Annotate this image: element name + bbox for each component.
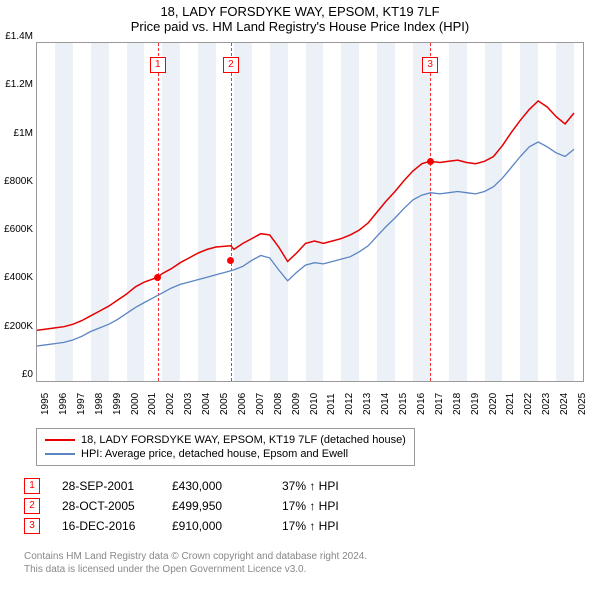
chart-titles: 18, LADY FORSDYKE WAY, EPSOM, KT19 7LF P… (0, 0, 600, 34)
x-tick-label: 2001 (147, 393, 158, 415)
x-tick-label: 2020 (488, 393, 499, 415)
x-tick-label: 1999 (112, 393, 123, 415)
x-tick-label: 2014 (380, 393, 391, 415)
legend-item: HPI: Average price, detached house, Epso… (45, 447, 406, 461)
x-tick-label: 2007 (255, 393, 266, 415)
x-tick-label: 2011 (326, 393, 337, 415)
sale-delta: 17% ↑ HPI (282, 499, 339, 513)
sale-price: £499,950 (172, 499, 282, 513)
footer-line2: This data is licensed under the Open Gov… (24, 563, 367, 576)
y-tick-label: £1.2M (0, 79, 33, 90)
sale-date: 16-DEC-2016 (62, 519, 172, 533)
x-tick-label: 2017 (434, 393, 445, 415)
y-tick-label: £600K (0, 224, 33, 235)
legend-label: 18, LADY FORSDYKE WAY, EPSOM, KT19 7LF (… (81, 434, 406, 446)
y-tick-label: £800K (0, 176, 33, 187)
x-tick-label: 2008 (273, 393, 284, 415)
x-tick-label: 2005 (219, 393, 230, 415)
legend-color-swatch (45, 439, 75, 441)
sale-row: 1 28-SEP-2001£430,00037% ↑ HPI (24, 478, 339, 494)
x-axis-labels: 1995 1996 1997 1998 1999 2000 2001 2002 2003 2004… (37, 383, 583, 427)
chart-legend: 18, LADY FORSDYKE WAY, EPSOM, KT19 7LF (… (36, 428, 415, 466)
x-tick-label: 2012 (344, 393, 355, 415)
sale-date: 28-SEP-2001 (62, 479, 172, 493)
x-tick-label: 1996 (58, 393, 69, 415)
x-tick-label: 2024 (559, 393, 570, 415)
x-tick-label: 2004 (201, 393, 212, 415)
x-tick-label: 2003 (183, 393, 194, 415)
sale-date: 28-OCT-2005 (62, 499, 172, 513)
sale-row: 2 28-OCT-2005£499,95017% ↑ HPI (24, 498, 339, 514)
x-tick-label: 2010 (309, 393, 320, 415)
x-tick-label: 1997 (76, 393, 87, 415)
sale-delta: 37% ↑ HPI (282, 479, 339, 493)
y-tick-label: £0 (0, 369, 33, 380)
x-tick-label: 2022 (523, 393, 534, 415)
y-tick-label: £1.4M (0, 31, 33, 42)
legend-item: 18, LADY FORSDYKE WAY, EPSOM, KT19 7LF (… (45, 433, 406, 447)
x-tick-label: 2023 (541, 393, 552, 415)
y-tick-label: £1M (0, 128, 33, 139)
x-tick-label: 1998 (94, 393, 105, 415)
x-tick-label: 2013 (362, 393, 373, 415)
sale-row: 3 16-DEC-2016£910,00017% ↑ HPI (24, 518, 339, 534)
legend-color-swatch (45, 453, 75, 455)
x-tick-label: 1995 (40, 393, 51, 415)
x-tick-label: 2016 (416, 393, 427, 415)
x-tick-label: 2018 (452, 393, 463, 415)
sale-price: £430,000 (172, 479, 282, 493)
legend-label: HPI: Average price, detached house, Epso… (81, 448, 348, 460)
sale-delta: 17% ↑ HPI (282, 519, 339, 533)
x-tick-label: 2006 (237, 393, 248, 415)
y-axis-labels: £0£200K£400K£600K£800K£1M£1.2M£1.4M (1, 36, 35, 388)
sale-price: £910,000 (172, 519, 282, 533)
chart-plot-area: £0£200K£400K£600K£800K£1M£1.2M£1.4M 1995… (36, 42, 584, 382)
series-property (37, 101, 574, 330)
x-tick-label: 2009 (291, 393, 302, 415)
sale-index-box: 1 (24, 478, 40, 494)
footer-line1: Contains HM Land Registry data © Crown c… (24, 550, 367, 563)
y-tick-label: £200K (0, 321, 33, 332)
x-tick-label: 2025 (577, 393, 588, 415)
x-tick-label: 2000 (130, 393, 141, 415)
footer-attribution: Contains HM Land Registry data © Crown c… (24, 550, 367, 576)
sales-table: 1 28-SEP-2001£430,00037% ↑ HPI 2 28-OCT-200… (24, 474, 339, 538)
x-tick-label: 2021 (505, 393, 516, 415)
y-tick-label: £400K (0, 272, 33, 283)
x-tick-label: 2002 (165, 393, 176, 415)
sale-index-box: 3 (24, 518, 40, 534)
x-tick-label: 2019 (470, 393, 481, 415)
title-address: 18, LADY FORSDYKE WAY, EPSOM, KT19 7LF (0, 4, 600, 19)
title-subtitle: Price paid vs. HM Land Registry's House … (0, 19, 600, 34)
x-tick-label: 2015 (398, 393, 409, 415)
sale-index-box: 2 (24, 498, 40, 514)
